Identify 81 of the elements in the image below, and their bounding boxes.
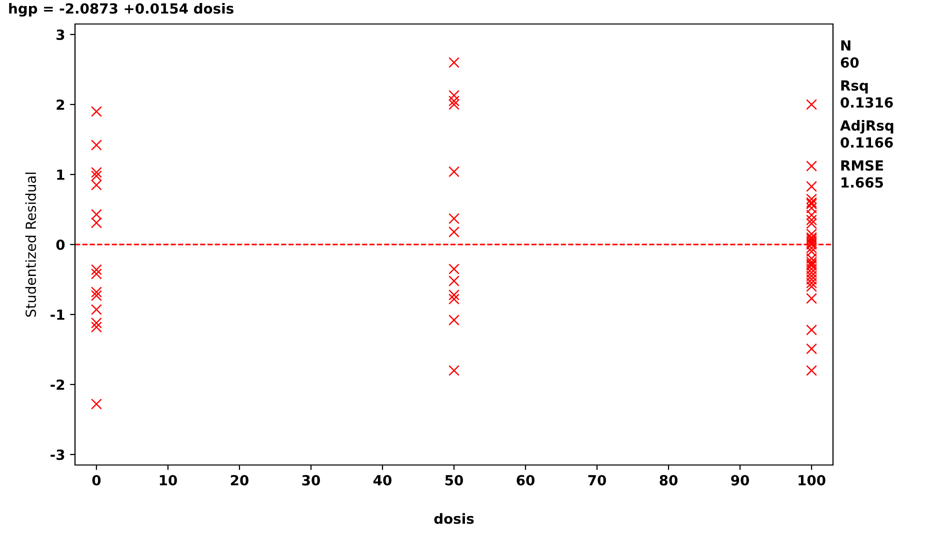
point bbox=[90, 166, 102, 178]
x-tick-label: 30 bbox=[302, 474, 320, 486]
point bbox=[806, 324, 818, 336]
point bbox=[806, 218, 818, 229]
point bbox=[448, 275, 460, 286]
point bbox=[448, 90, 460, 101]
point bbox=[448, 365, 460, 376]
point bbox=[448, 294, 460, 305]
point bbox=[806, 99, 818, 110]
point bbox=[806, 242, 818, 254]
point bbox=[90, 398, 102, 410]
point bbox=[806, 264, 818, 274]
point bbox=[806, 292, 818, 304]
point bbox=[90, 268, 102, 280]
point bbox=[806, 246, 818, 257]
point bbox=[90, 322, 102, 333]
y-tick-label: 0 bbox=[56, 239, 65, 250]
y-tick-label: -2 bbox=[50, 379, 64, 390]
point bbox=[448, 213, 460, 224]
y-tick-label: -1 bbox=[50, 310, 64, 320]
point bbox=[90, 304, 102, 316]
y-tick-label: -3 bbox=[50, 449, 64, 460]
point bbox=[806, 274, 818, 285]
point bbox=[90, 286, 102, 298]
point bbox=[806, 180, 818, 192]
text: AdjRsq bbox=[840, 120, 894, 134]
x-tick-label: 40 bbox=[373, 474, 392, 486]
text: 60 bbox=[840, 57, 859, 68]
point bbox=[90, 264, 102, 276]
y-tick-label: 3 bbox=[56, 29, 64, 40]
y-axis-title: Studentized Residual bbox=[25, 172, 36, 317]
point bbox=[90, 170, 102, 182]
x-tick-label: 70 bbox=[588, 474, 606, 486]
x-tick-label: 60 bbox=[516, 474, 535, 486]
point bbox=[90, 208, 102, 220]
text: 0.1316 bbox=[840, 97, 893, 108]
point bbox=[806, 267, 818, 278]
point bbox=[448, 96, 460, 106]
text: N bbox=[841, 40, 850, 51]
point bbox=[448, 166, 460, 178]
point bbox=[806, 281, 818, 292]
point bbox=[806, 202, 818, 214]
y-tick-label: 2 bbox=[56, 99, 64, 110]
x-tick-label: 10 bbox=[160, 474, 177, 486]
point bbox=[806, 365, 818, 376]
text: Rsq bbox=[841, 80, 868, 94]
point bbox=[448, 264, 460, 274]
x-tick-label: 50 bbox=[445, 474, 463, 486]
point bbox=[806, 270, 818, 282]
x-axis-title: dosis bbox=[434, 513, 474, 524]
point bbox=[448, 289, 460, 300]
x-tick-label: 80 bbox=[660, 474, 678, 486]
point bbox=[806, 228, 818, 240]
x-tick-label: 0 bbox=[92, 474, 101, 486]
x-tick-label: 20 bbox=[230, 474, 248, 486]
point bbox=[448, 99, 460, 110]
text: 1.665 bbox=[842, 177, 883, 188]
x-tick-label: 90 bbox=[731, 474, 750, 486]
point bbox=[90, 317, 102, 328]
point bbox=[806, 194, 818, 204]
point bbox=[806, 343, 818, 354]
point bbox=[90, 140, 102, 151]
chart-title: hgp = -2.0873 +0.0154 dosis bbox=[9, 3, 234, 17]
point bbox=[806, 253, 818, 264]
point bbox=[806, 256, 818, 268]
y-tick-label: 1 bbox=[57, 170, 64, 180]
point bbox=[90, 290, 102, 302]
point bbox=[90, 106, 102, 117]
point bbox=[806, 236, 818, 246]
point bbox=[90, 180, 102, 190]
point bbox=[90, 217, 102, 228]
x-tick-label: 100 bbox=[798, 474, 826, 486]
point bbox=[806, 210, 818, 221]
text: RMSE bbox=[841, 160, 883, 171]
point bbox=[448, 314, 460, 326]
text: 0.1166 bbox=[840, 137, 893, 148]
point bbox=[806, 278, 818, 288]
point bbox=[448, 226, 460, 238]
point bbox=[448, 57, 460, 68]
point bbox=[806, 160, 818, 172]
point bbox=[806, 214, 818, 226]
